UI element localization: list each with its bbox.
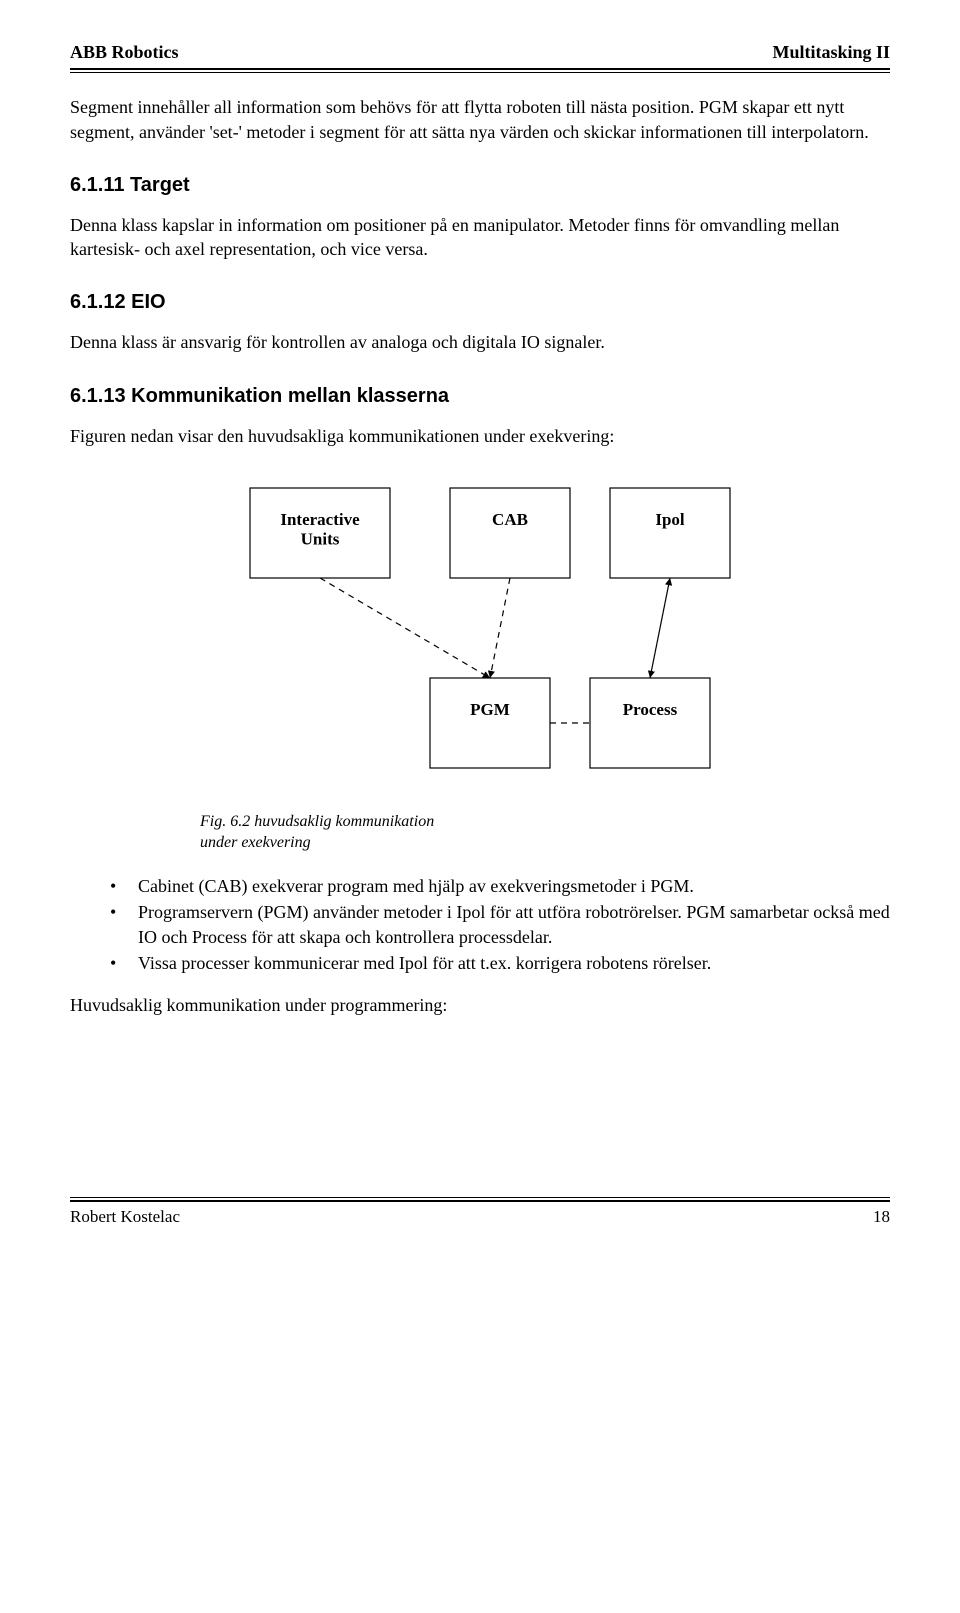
paragraph-programmering: Huvudsaklig kommunikation under programm…	[70, 993, 890, 1017]
paragraph-eio: Denna klass är ansvarig för kontrollen a…	[70, 330, 890, 354]
caption-line1: Fig. 6.2 huvudsaklig kommunikation	[200, 813, 434, 830]
footer-left: Robert Kostelac	[70, 1206, 180, 1229]
footer-rule-thick	[70, 1200, 890, 1202]
diagram-svg: InteractiveUnits CAB Ipol PGM Process	[200, 478, 760, 788]
footer-right: 18	[873, 1206, 890, 1229]
header-left: ABB Robotics	[70, 40, 179, 64]
figure-caption: Fig. 6.2 huvudsaklig kommunikation under…	[200, 812, 890, 854]
footer-rule-thin	[70, 1197, 890, 1198]
svg-text:Process: Process	[623, 700, 678, 719]
list-item: Vissa processer kommunicerar med Ipol fö…	[110, 951, 890, 975]
page-header: ABB Robotics Multitasking II	[70, 40, 890, 64]
svg-text:Ipol: Ipol	[655, 510, 685, 529]
header-right: Multitasking II	[772, 40, 890, 64]
header-rule-thin	[70, 72, 890, 73]
heading-eio: 6.1.12 EIO	[70, 289, 890, 316]
bullet-list: Cabinet (CAB) exekverar program med hjäl…	[70, 874, 890, 975]
list-item: Programservern (PGM) använder metoder i …	[110, 900, 890, 949]
communication-diagram: InteractiveUnits CAB Ipol PGM Process	[200, 478, 760, 794]
paragraph-komm-intro: Figuren nedan visar den huvudsakliga kom…	[70, 424, 890, 448]
page-footer: Robert Kostelac 18	[70, 1197, 890, 1229]
paragraph-target: Denna klass kapslar in information om po…	[70, 213, 890, 262]
heading-target: 6.1.11 Target	[70, 172, 890, 199]
caption-line2: under exekvering	[200, 834, 311, 851]
svg-text:Units: Units	[301, 530, 340, 549]
svg-text:Interactive: Interactive	[280, 510, 360, 529]
paragraph-segment: Segment innehåller all information som b…	[70, 95, 890, 144]
svg-text:PGM: PGM	[470, 700, 510, 719]
list-item: Cabinet (CAB) exekverar program med hjäl…	[110, 874, 890, 898]
header-rule-thick	[70, 68, 890, 70]
svg-text:CAB: CAB	[492, 510, 528, 529]
heading-komm: 6.1.13 Kommunikation mellan klasserna	[70, 383, 890, 410]
